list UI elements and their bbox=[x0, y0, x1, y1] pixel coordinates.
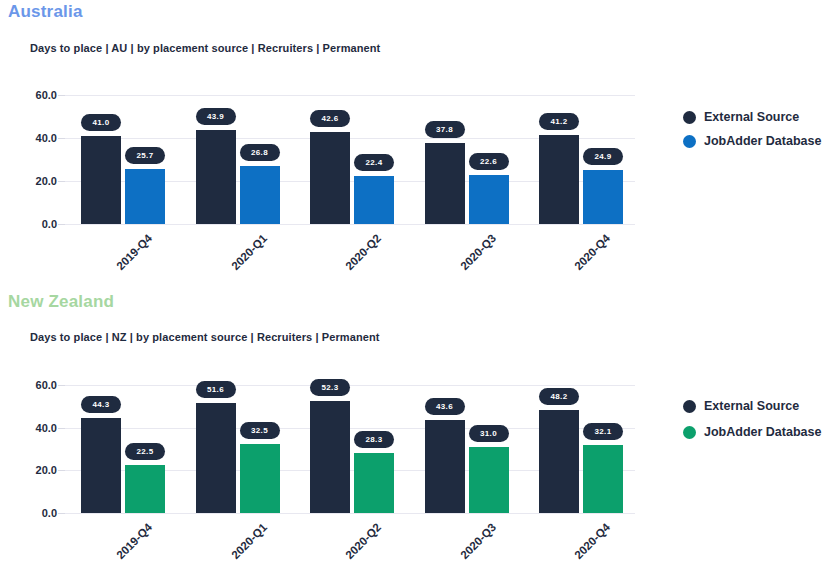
gridline bbox=[65, 224, 635, 225]
x-axis-category-label: 2020-Q2 bbox=[343, 232, 384, 273]
x-axis-category-label: 2019-Q4 bbox=[114, 232, 155, 273]
x-axis-category-label: 2020-Q1 bbox=[229, 521, 270, 562]
bar-value-label: 41.2 bbox=[539, 113, 579, 130]
legend-label-jobadder-database[interactable]: JobAdder Database bbox=[704, 133, 821, 149]
bar-value-label: 32.5 bbox=[240, 422, 280, 439]
report-canvas: Australia Days to place | AU | by placem… bbox=[0, 0, 833, 584]
jobadder-database-bar-2019-q4[interactable] bbox=[125, 169, 165, 224]
y-axis-tick bbox=[58, 428, 65, 429]
jobadder-database-bar-2020-q4[interactable] bbox=[583, 170, 623, 224]
legend-swatch-external-source bbox=[683, 111, 696, 124]
jobadder-database-bar-2020-q2[interactable] bbox=[354, 453, 394, 513]
bar-value-label: 24.9 bbox=[583, 148, 623, 165]
y-axis-tick bbox=[58, 181, 65, 182]
bar-value-label: 28.3 bbox=[354, 431, 394, 448]
jobadder-database-bar-2020-q3[interactable] bbox=[469, 447, 509, 513]
bar-value-label: 41.0 bbox=[81, 114, 121, 131]
external-source-bar-2020-q1[interactable] bbox=[196, 130, 236, 224]
y-axis-tick-label: 60.0 bbox=[9, 379, 57, 391]
y-axis-tick-label: 20.0 bbox=[9, 464, 57, 476]
x-axis-category-label: 2020-Q4 bbox=[572, 521, 613, 562]
external-source-bar-2020-q4[interactable] bbox=[539, 135, 579, 224]
section-title-australia: Australia bbox=[8, 2, 83, 22]
legend-label-jobadder-database[interactable]: JobAdder Database bbox=[704, 424, 821, 440]
legend-swatch-external-source bbox=[683, 400, 696, 413]
bar-value-label: 25.7 bbox=[125, 147, 165, 164]
legend-swatch-jobadder-database bbox=[683, 135, 696, 148]
bar-value-label: 31.0 bbox=[469, 425, 509, 442]
jobadder-database-bar-2019-q4[interactable] bbox=[125, 465, 165, 513]
x-axis-category-label: 2020-Q1 bbox=[229, 232, 270, 273]
jobadder-database-bar-2020-q3[interactable] bbox=[469, 175, 509, 224]
section-title-new-zealand: New Zealand bbox=[8, 292, 114, 312]
x-axis-category-label: 2020-Q2 bbox=[343, 521, 384, 562]
bar-value-label: 43.9 bbox=[196, 108, 236, 125]
external-source-bar-2020-q3[interactable] bbox=[425, 143, 465, 224]
jobadder-database-bar-2020-q1[interactable] bbox=[240, 444, 280, 513]
bar-value-label: 52.3 bbox=[310, 379, 350, 396]
x-axis-category-label: 2020-Q4 bbox=[572, 232, 613, 273]
bar-value-label: 22.4 bbox=[354, 154, 394, 171]
legend-swatch-jobadder-database bbox=[683, 426, 696, 439]
external-source-bar-2019-q4[interactable] bbox=[81, 418, 121, 513]
y-axis-tick-label: 40.0 bbox=[9, 422, 57, 434]
external-source-bar-2020-q2[interactable] bbox=[310, 132, 350, 224]
x-axis-category-label: 2020-Q3 bbox=[458, 232, 499, 273]
bar-value-label: 26.8 bbox=[240, 144, 280, 161]
y-axis-tick-label: 40.0 bbox=[9, 132, 57, 144]
y-axis-tick-label: 0.0 bbox=[9, 507, 57, 519]
y-axis-tick bbox=[58, 385, 65, 386]
gridline bbox=[65, 513, 635, 514]
x-axis-category-label: 2019-Q4 bbox=[114, 521, 155, 562]
legend-label-external-source[interactable]: External Source bbox=[704, 398, 799, 414]
jobadder-database-bar-2020-q4[interactable] bbox=[583, 445, 623, 513]
y-axis-tick-label: 20.0 bbox=[9, 175, 57, 187]
y-axis-tick-label: 60.0 bbox=[9, 89, 57, 101]
jobadder-database-bar-2020-q2[interactable] bbox=[354, 176, 394, 224]
x-axis-category-label: 2020-Q3 bbox=[458, 521, 499, 562]
bar-value-label: 37.8 bbox=[425, 121, 465, 138]
bar-value-label: 22.5 bbox=[125, 443, 165, 460]
chart-subtitle-au: Days to place | AU | by placement source… bbox=[30, 42, 380, 54]
y-axis-tick-label: 0.0 bbox=[9, 218, 57, 230]
bar-value-label: 42.6 bbox=[310, 110, 350, 127]
chart-subtitle-nz: Days to place | NZ | by placement source… bbox=[30, 331, 380, 343]
bar-value-label: 51.6 bbox=[196, 381, 236, 398]
y-axis-tick bbox=[58, 138, 65, 139]
bar-value-label: 43.6 bbox=[425, 398, 465, 415]
external-source-bar-2020-q1[interactable] bbox=[196, 403, 236, 513]
y-axis-tick bbox=[58, 513, 65, 514]
gridline bbox=[65, 95, 635, 96]
bar-value-label: 44.3 bbox=[81, 396, 121, 413]
external-source-bar-2019-q4[interactable] bbox=[81, 136, 121, 224]
external-source-bar-2020-q2[interactable] bbox=[310, 401, 350, 513]
legend-label-external-source[interactable]: External Source bbox=[704, 109, 799, 125]
external-source-bar-2020-q4[interactable] bbox=[539, 410, 579, 513]
gridline bbox=[65, 385, 635, 386]
bar-value-label: 32.1 bbox=[583, 423, 623, 440]
y-axis-tick bbox=[58, 95, 65, 96]
y-axis-tick bbox=[58, 224, 65, 225]
y-axis-tick bbox=[58, 470, 65, 471]
jobadder-database-bar-2020-q1[interactable] bbox=[240, 166, 280, 224]
bar-value-label: 48.2 bbox=[539, 388, 579, 405]
bar-value-label: 22.6 bbox=[469, 153, 509, 170]
external-source-bar-2020-q3[interactable] bbox=[425, 420, 465, 513]
